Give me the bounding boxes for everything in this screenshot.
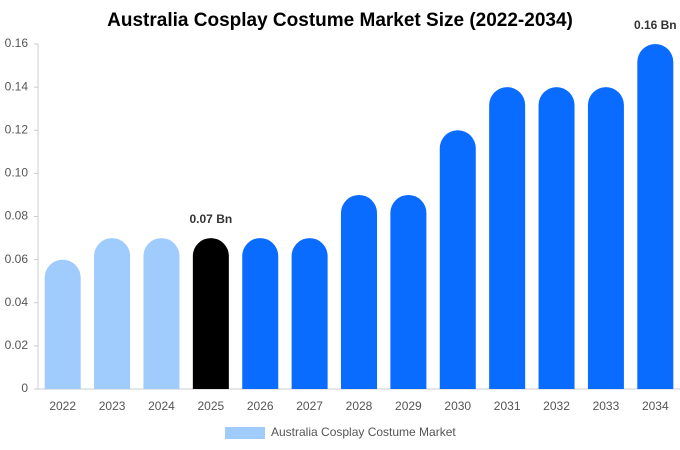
y-tick-label: 0	[21, 381, 28, 395]
y-tick-label: 0.02	[5, 338, 29, 352]
y-tick-label: 0.06	[5, 252, 29, 266]
bar	[192, 238, 229, 389]
bar	[489, 87, 526, 389]
x-tick-label: 2025	[197, 399, 224, 413]
bar	[44, 259, 81, 389]
x-tick-label: 2032	[543, 399, 570, 413]
value-label: 0.16 Bn	[634, 18, 677, 32]
y-tick-label: 0.10	[5, 166, 29, 180]
legend-swatch	[225, 427, 265, 439]
bar	[390, 194, 427, 389]
legend-label: Australia Cosplay Costume Market	[271, 425, 456, 439]
x-tick-label: 2030	[444, 399, 471, 413]
chart-title: Australia Cosplay Costume Market Size (2…	[107, 10, 573, 31]
x-tick-label: 2024	[148, 399, 175, 413]
bar	[94, 238, 131, 389]
x-tick-label: 2027	[296, 399, 323, 413]
bar	[143, 238, 180, 389]
x-tick-label: 2022	[49, 399, 76, 413]
y-tick-label: 0.12	[5, 122, 29, 136]
bar	[538, 87, 575, 389]
x-tick-label: 2028	[346, 399, 373, 413]
value-label: 0.07 Bn	[190, 212, 233, 226]
x-tick-label: 2034	[642, 399, 669, 413]
bar	[291, 238, 328, 389]
x-tick-label: 2026	[247, 399, 274, 413]
x-tick-label: 2031	[494, 399, 521, 413]
y-tick-label: 0.04	[5, 295, 29, 309]
bar	[587, 87, 624, 389]
x-tick-label: 2029	[395, 399, 422, 413]
bar	[439, 130, 476, 390]
x-tick-label: 2033	[593, 399, 620, 413]
y-tick-label: 0.14	[5, 79, 29, 93]
x-tick-label: 2023	[99, 399, 126, 413]
y-tick-label: 0.08	[5, 209, 29, 223]
bar	[637, 44, 674, 389]
bar	[242, 238, 279, 389]
bar	[341, 194, 377, 389]
y-tick-label: 0.16	[5, 36, 29, 50]
